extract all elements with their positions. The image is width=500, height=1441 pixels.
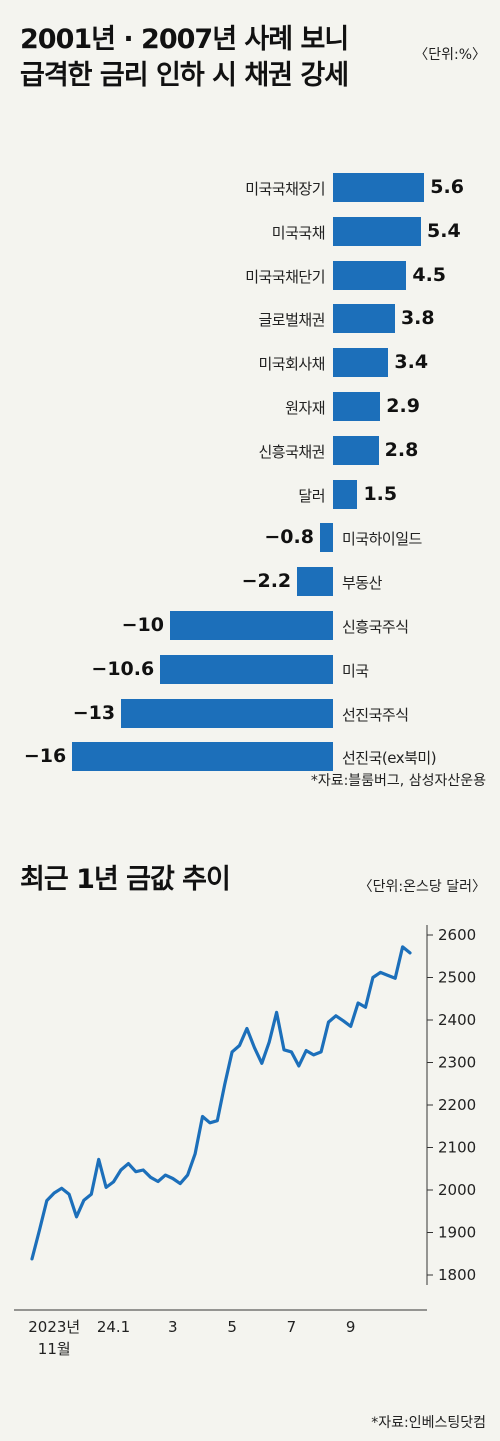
bar — [333, 435, 379, 465]
line-chart-title: 최근 1년 금값 추이 — [20, 864, 231, 895]
y-tick-label: 2000 — [438, 1181, 476, 1199]
bar-value-label: 5.6 — [430, 176, 464, 198]
x-tick-label: 2023년 — [28, 1318, 80, 1336]
x-tick-label: 5 — [227, 1318, 237, 1336]
bar — [72, 742, 333, 772]
bar-value-label: 2.9 — [386, 395, 420, 417]
bar-category-label: 부동산 — [342, 574, 382, 593]
x-tick-sublabel: 11월 — [38, 1340, 71, 1358]
bar-chart-source: *자료:블룸버그, 삼성자산운용 — [310, 773, 486, 789]
bar — [319, 523, 333, 553]
y-tick-label: 2100 — [438, 1139, 476, 1157]
bar — [160, 654, 333, 684]
y-tick-label: 2400 — [438, 1011, 476, 1029]
bar-category-label: 미국하이일드 — [342, 530, 422, 549]
bar-category-label: 미국국채장기 — [245, 180, 325, 198]
y-tick-label: 2300 — [438, 1054, 476, 1072]
bar-category-label: 미국국채 — [271, 223, 326, 242]
bar-chart-title-line2: 급격한 금리 인하 시 채권 강세 — [20, 60, 349, 91]
bar-value-label: −13 — [72, 701, 116, 724]
bar-category-label: 원자재 — [285, 399, 325, 417]
bar — [333, 348, 389, 378]
bar-value-label: 3.4 — [394, 351, 429, 374]
bar — [121, 698, 333, 728]
bar-value-label: −10 — [121, 614, 164, 636]
bar — [170, 611, 333, 640]
bar-category-label: 신흥국채권 — [258, 442, 325, 461]
bar — [297, 567, 333, 597]
bar-value-label: −16 — [23, 745, 67, 768]
bar — [333, 304, 395, 334]
bar-category-label: 달러 — [298, 486, 325, 505]
bar-value-label: −0.8 — [264, 526, 314, 549]
bar-category-label: 신흥국주식 — [342, 618, 409, 636]
bar-chart-unit: 〈단위:%〉 — [414, 47, 486, 63]
bar-value-label: −2.2 — [241, 570, 292, 593]
y-tick-label: 1800 — [438, 1266, 476, 1284]
x-tick-label: 7 — [287, 1318, 297, 1336]
x-tick-label: 3 — [168, 1318, 178, 1336]
y-tick-label: 2600 — [438, 926, 476, 944]
line-chart-unit: 〈단위:온스당 달러〉 — [358, 879, 486, 895]
bar-category-label: 미국 — [342, 661, 369, 680]
bar-category-label: 선진국(ex북미) — [342, 749, 437, 768]
line-chart-source: *자료:인베스팅닷컴 — [371, 1415, 486, 1431]
bar-value-label: 3.8 — [400, 307, 435, 330]
bar — [333, 216, 422, 246]
bar-chart-title-line1: 2001년 · 2007년 사례 보니 — [20, 24, 349, 55]
bar-value-label: 4.5 — [412, 263, 447, 286]
x-tick-label: 24.1 — [97, 1318, 130, 1336]
bar — [333, 479, 358, 509]
bar-category-label: 선진국주식 — [342, 705, 409, 724]
bar — [333, 260, 407, 290]
bar — [333, 173, 425, 202]
gold-price-line — [30, 945, 412, 1261]
bar-category-label: 글로벌채권 — [258, 311, 325, 330]
y-tick-label: 2500 — [438, 969, 476, 987]
bar-value-label: −10.6 — [91, 657, 155, 680]
bar-value-label: 1.5 — [363, 482, 398, 505]
y-tick-label: 1900 — [438, 1224, 476, 1242]
bar-value-label: 2.8 — [384, 438, 419, 461]
y-tick-label: 2200 — [438, 1096, 476, 1114]
bar-category-label: 미국국채단기 — [245, 267, 325, 286]
bar-value-label: 5.4 — [427, 219, 461, 242]
x-tick-label: 9 — [346, 1318, 356, 1336]
line-chart: 1800 1900 2000 2100 2200 2300 2400 2500 2600 2023… — [14, 925, 476, 1358]
bar-category-label: 미국회사채 — [258, 355, 325, 374]
bar — [333, 392, 381, 421]
